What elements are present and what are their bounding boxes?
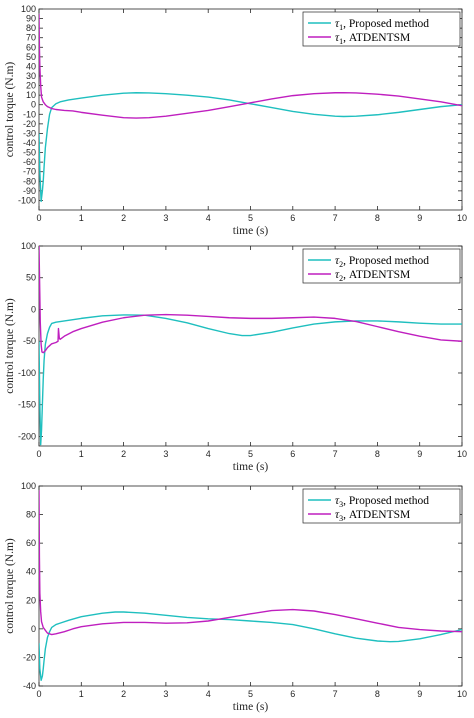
y-tick-label: 0 xyxy=(31,624,36,634)
legend-entry-label: τ1, Proposed method xyxy=(335,18,429,32)
x-tick-label: 7 xyxy=(333,213,338,223)
x-tick-label: 2 xyxy=(121,449,126,459)
x-tick-label: 10 xyxy=(457,449,467,459)
x-tick-label: 9 xyxy=(417,213,422,223)
y-tick-label: 40 xyxy=(26,61,36,71)
y-tick-label: 50 xyxy=(26,273,36,283)
legend-entry-label: τ3, Proposed method xyxy=(335,495,429,509)
legend-box xyxy=(302,248,461,284)
y-tick-label: 20 xyxy=(26,595,36,605)
x-axis-label: time (s) xyxy=(233,461,269,473)
y-tick-label: 0 xyxy=(31,100,36,110)
y-axis-label: control torque (N.m) xyxy=(4,62,16,158)
y-tick-label: -200 xyxy=(18,431,36,441)
x-tick-label: 1 xyxy=(79,449,84,459)
legend-box xyxy=(302,11,461,47)
x-tick-label: 2 xyxy=(121,689,126,699)
y-tick-label: 30 xyxy=(26,71,36,81)
legend-entry-label: τ3, ATDENTSM xyxy=(335,509,410,523)
y-axis-label: control torque (N.m) xyxy=(4,538,16,634)
x-tick-label: 8 xyxy=(375,689,380,699)
series-line-atdentsm xyxy=(39,246,462,354)
x-tick-label: 6 xyxy=(290,689,295,699)
y-tick-label: -30 xyxy=(23,128,36,138)
y-tick-label: 10 xyxy=(26,90,36,100)
x-tick-label: 8 xyxy=(375,213,380,223)
x-tick-label: 4 xyxy=(206,449,211,459)
y-tick-label: -40 xyxy=(23,138,36,148)
y-tick-label: 70 xyxy=(26,33,36,43)
y-tick-label: 0 xyxy=(31,304,36,314)
chart-panel-1: 0 1 2 3 4 5 6 7 8 9 10-100-90-80-70-60-50-40-30-20… xyxy=(4,4,467,237)
legend-box xyxy=(302,488,461,524)
y-tick-label: 80 xyxy=(26,23,36,33)
y-tick-label: 100 xyxy=(21,241,36,251)
legend-entry-label: τ2, Proposed method xyxy=(335,255,429,269)
y-tick-label: -60 xyxy=(23,157,36,167)
x-tick-label: 3 xyxy=(163,213,168,223)
x-tick-label: 0 xyxy=(36,213,41,223)
x-tick-label: 7 xyxy=(333,689,338,699)
y-tick-label: -100 xyxy=(18,195,36,205)
series-line-proposed xyxy=(39,611,462,681)
x-axis-label: time (s) xyxy=(233,701,269,713)
y-tick-label: 40 xyxy=(26,567,36,577)
y-tick-label: 100 xyxy=(21,481,36,491)
x-tick-label: 2 xyxy=(121,213,126,223)
y-tick-label: 60 xyxy=(26,42,36,52)
y-tick-label: 20 xyxy=(26,81,36,91)
x-tick-label: 8 xyxy=(375,449,380,459)
series-line-atdentsm xyxy=(39,490,462,636)
x-tick-label: 5 xyxy=(248,689,253,699)
chart-panel-3: 0 1 2 3 4 5 6 7 8 9 10 -40 -20 0 20 40 60 80 100 time (s) co… xyxy=(4,481,467,713)
x-tick-label: 3 xyxy=(163,689,168,699)
x-tick-label: 4 xyxy=(206,689,211,699)
y-tick-label: -80 xyxy=(23,176,36,186)
y-tick-label: -90 xyxy=(23,186,36,196)
y-tick-label: -100 xyxy=(18,368,36,378)
legend-entry-label: τ1, ATDENTSM xyxy=(335,32,410,46)
series-line-proposed xyxy=(39,92,462,203)
x-axis-label: time (s) xyxy=(233,225,269,237)
series-line-proposed xyxy=(39,314,462,446)
x-tick-label: 10 xyxy=(457,689,467,699)
x-tick-label: 10 xyxy=(457,213,467,223)
x-tick-label: 1 xyxy=(79,689,84,699)
y-tick-label: -70 xyxy=(23,167,36,177)
y-tick-label: 50 xyxy=(26,52,36,62)
x-tick-label: 6 xyxy=(290,449,295,459)
y-tick-label: -10 xyxy=(23,109,36,119)
y-tick-label: -20 xyxy=(23,119,36,129)
x-tick-label: 9 xyxy=(417,689,422,699)
x-tick-label: 6 xyxy=(290,213,295,223)
y-tick-label: -40 xyxy=(23,681,36,691)
y-tick-label: -20 xyxy=(23,652,36,662)
y-tick-label: -150 xyxy=(18,400,36,410)
y-tick-label: 60 xyxy=(26,538,36,548)
x-tick-label: 9 xyxy=(417,449,422,459)
y-tick-label: -50 xyxy=(23,148,36,158)
legend-entry-label: τ2, ATDENTSM xyxy=(335,269,410,283)
x-tick-label: 5 xyxy=(248,449,253,459)
y-tick-label: 90 xyxy=(26,14,36,24)
y-axis-label: control torque (N.m) xyxy=(4,298,16,394)
x-tick-label: 3 xyxy=(163,449,168,459)
y-tick-label: -50 xyxy=(23,336,36,346)
series-line-atdentsm xyxy=(39,13,462,119)
chart-panel-2: 0 1 2 3 4 5 6 7 8 9 10 -200 -150 -100 -50 0 50 100 time (s… xyxy=(4,241,467,473)
x-tick-label: 4 xyxy=(206,213,211,223)
x-tick-label: 5 xyxy=(248,213,253,223)
y-tick-label: 100 xyxy=(21,4,36,14)
x-tick-label: 1 xyxy=(79,213,84,223)
x-tick-label: 7 xyxy=(333,449,338,459)
y-tick-label: 80 xyxy=(26,510,36,520)
x-tick-label: 0 xyxy=(36,689,41,699)
x-tick-label: 0 xyxy=(36,449,41,459)
